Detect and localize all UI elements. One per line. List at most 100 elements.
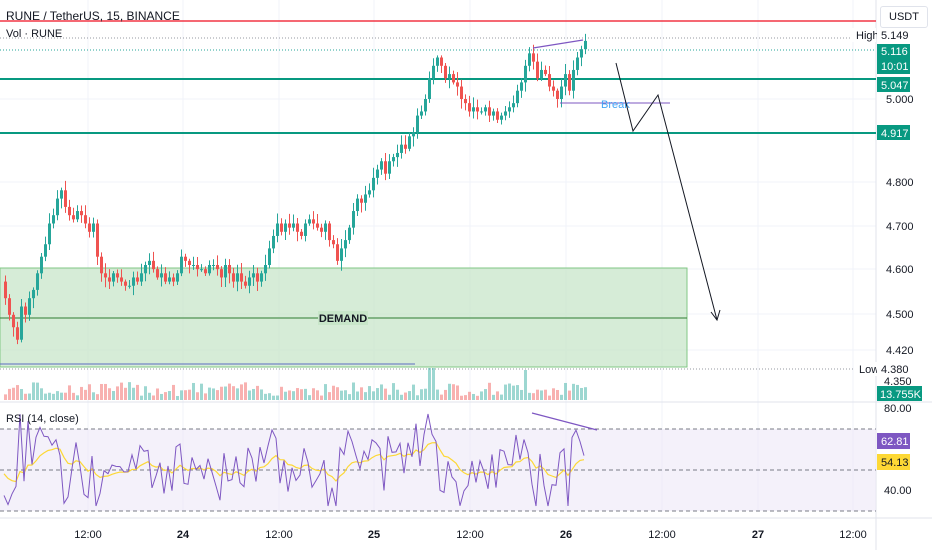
volume-bar [184, 390, 187, 400]
candle-body [288, 223, 291, 228]
candle-body [144, 265, 147, 274]
candle-body [56, 198, 59, 216]
rsi-indicator-label[interactable]: RSI (14, close) [6, 413, 79, 425]
low-tag: Low 4.380 [855, 362, 932, 376]
candle-body [360, 198, 363, 203]
high-tag: High 5.149 [852, 28, 932, 42]
candle-body [484, 107, 487, 112]
volume-bar [16, 385, 19, 400]
candle-body [180, 256, 183, 274]
volume-bar [532, 393, 535, 400]
volume-bar [480, 391, 483, 400]
candle-body [148, 260, 151, 265]
volume-bar [268, 393, 271, 400]
time-axis[interactable]: 12:00 24 12:00 25 12:00 26 12:00 27 12:0… [74, 529, 867, 541]
xtick: 12:00 [265, 529, 293, 541]
candle-body [84, 215, 87, 224]
candle-body [236, 273, 239, 282]
volume-bar [516, 385, 519, 400]
volume-bar [396, 389, 399, 400]
volume-bar [584, 387, 587, 400]
candle-body [96, 223, 99, 257]
volume-indicator-label[interactable]: Vol · RUNE [6, 28, 63, 40]
volume-bar [104, 383, 107, 400]
candle-body [556, 90, 559, 99]
volume-bar [528, 392, 531, 400]
symbol-title[interactable]: RUNE / TetherUS, 15, BINANCE [6, 9, 180, 23]
volume-bar [52, 393, 55, 400]
volume-bar [264, 393, 267, 400]
currency-selector[interactable]: USDT [880, 6, 928, 28]
ytick: 4.500 [886, 309, 914, 321]
candle-body [168, 277, 171, 282]
candle-body [292, 223, 295, 228]
projection-path[interactable] [615, 62, 718, 321]
candle-body [564, 74, 567, 87]
svg-text:62.81: 62.81 [881, 436, 909, 448]
volume-bar [372, 391, 375, 400]
candle-body [492, 111, 495, 116]
volume-bar [196, 392, 199, 400]
volume-bar [92, 392, 95, 400]
candle-body [548, 74, 551, 87]
candle-body [108, 277, 111, 282]
candle-body [140, 273, 143, 282]
projection-arrowhead [710, 309, 721, 322]
svg-text:13.755K: 13.755K [880, 389, 922, 401]
volume-bar [564, 382, 567, 400]
volume-bar [12, 387, 15, 400]
candle-body [552, 86, 555, 91]
ytick: 5.000 [886, 94, 914, 106]
volume-bar [364, 392, 367, 400]
volume-bar [96, 394, 99, 400]
ytick: 4.600 [886, 264, 914, 276]
volume-bar [452, 384, 455, 400]
candle-body [220, 269, 223, 278]
candle-body [156, 269, 159, 278]
candle-body [580, 49, 583, 58]
volume-bar [40, 388, 43, 400]
rsi-ma-line [3, 441, 585, 483]
ytick: 4.700 [886, 221, 914, 233]
candle-body [16, 327, 19, 340]
volume-bar [252, 388, 255, 400]
candle-body [228, 265, 231, 274]
volume-bar [540, 390, 543, 400]
candle-body [244, 281, 247, 286]
volume-bar [236, 388, 239, 400]
xtick: 27 [752, 529, 764, 541]
price-axis[interactable]: 5.000 4.800 4.700 4.600 4.500 4.420 4.35… [884, 94, 914, 388]
candle-body [508, 107, 511, 112]
candle-body [104, 273, 107, 278]
xtick: 26 [560, 529, 572, 541]
candle-body [416, 115, 419, 133]
ytick: 4.350 [884, 376, 912, 388]
candle-body [312, 219, 315, 224]
candle-body [24, 306, 27, 315]
xtick: 25 [368, 529, 380, 541]
volume-bar [424, 388, 427, 400]
candle-body [176, 273, 179, 282]
volume-bar [400, 394, 403, 400]
candle-body [28, 298, 31, 315]
candle-body [380, 161, 383, 170]
candle-body [152, 260, 155, 270]
candle-body [36, 273, 39, 290]
xtick: 12:00 [74, 529, 102, 541]
svg-text:Low: Low [859, 364, 879, 376]
divergence-line-price [532, 39, 584, 49]
svg-text:High: High [856, 30, 879, 42]
volume-bar [72, 392, 75, 400]
candle-body [528, 53, 531, 66]
candle-body [268, 248, 271, 265]
candle-body [240, 273, 243, 282]
volume-bar [544, 389, 547, 400]
candle-body [100, 256, 103, 274]
volume-bar [388, 394, 391, 400]
volume-bar [368, 386, 371, 400]
candle-body [440, 57, 443, 66]
candle-body [4, 281, 7, 299]
volume-bar [144, 386, 147, 400]
candle-body [452, 74, 455, 83]
candle-body [404, 144, 407, 149]
